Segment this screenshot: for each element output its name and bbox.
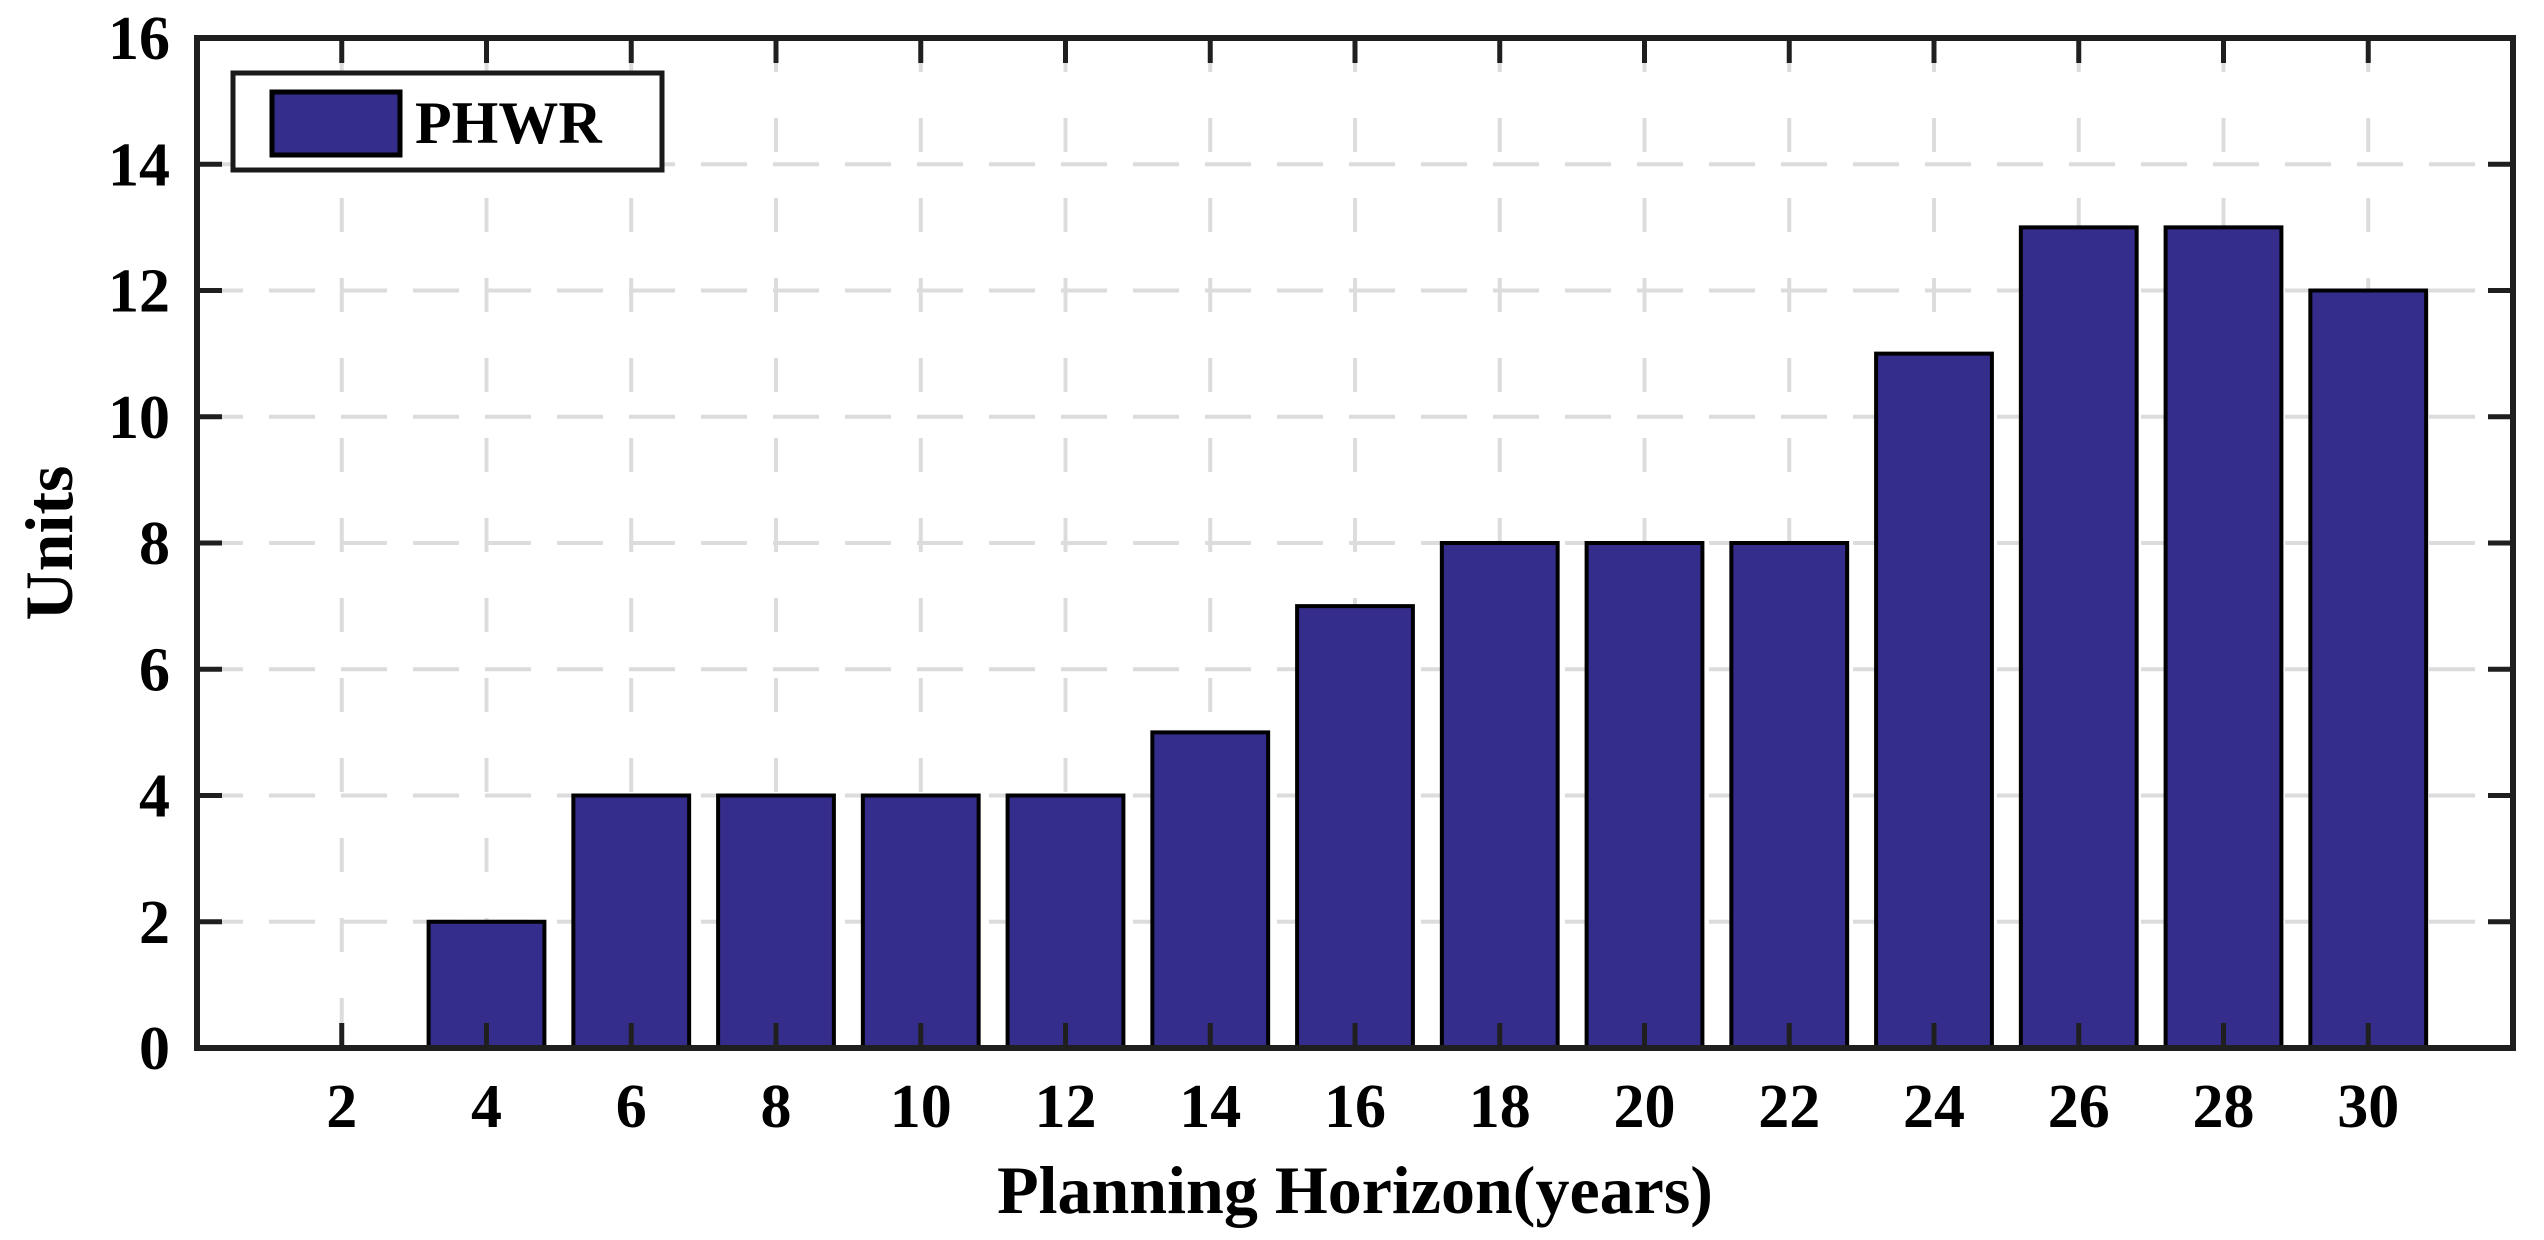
y-axis-label: Units bbox=[11, 466, 87, 621]
legend: PHWR bbox=[230, 70, 665, 173]
x-tick-label: 6 bbox=[616, 1073, 647, 1141]
x-tick-label: 20 bbox=[1614, 1073, 1676, 1141]
bar bbox=[1584, 541, 1705, 1050]
x-axis-label: Planning Horizon(years) bbox=[997, 1152, 1713, 1228]
y-tick-label: 16 bbox=[108, 5, 170, 73]
bar bbox=[1150, 730, 1271, 1050]
x-tick-label: 10 bbox=[890, 1073, 952, 1141]
y-tick-label: 0 bbox=[139, 1015, 170, 1083]
bar bbox=[571, 793, 692, 1050]
y-tick-label: 8 bbox=[139, 510, 170, 578]
x-tick-label: 12 bbox=[1035, 1073, 1097, 1141]
bar bbox=[860, 793, 981, 1050]
x-tick-label: 16 bbox=[1324, 1073, 1386, 1141]
bar bbox=[1439, 541, 1560, 1050]
bar bbox=[716, 793, 836, 1050]
y-tick-label: 10 bbox=[108, 384, 170, 452]
x-tick-label: 22 bbox=[1758, 1073, 1820, 1141]
y-tick-label: 2 bbox=[139, 889, 170, 957]
bar bbox=[1729, 541, 1850, 1050]
bar bbox=[1295, 604, 1415, 1050]
bar bbox=[1874, 351, 1994, 1050]
x-tick-label: 24 bbox=[1903, 1073, 1965, 1141]
x-tick-label: 2 bbox=[326, 1073, 357, 1141]
bar bbox=[2308, 288, 2429, 1050]
y-tick-label: 14 bbox=[108, 131, 170, 199]
bar bbox=[2163, 225, 2284, 1050]
bar bbox=[2018, 225, 2139, 1050]
y-tick-label: 6 bbox=[139, 636, 170, 704]
x-tick-label: 30 bbox=[2337, 1073, 2399, 1141]
legend-label: PHWR bbox=[415, 90, 602, 156]
y-tick-label: 4 bbox=[139, 763, 170, 831]
x-tick-label: 28 bbox=[2193, 1073, 2255, 1141]
x-tick-label: 26 bbox=[2048, 1073, 2110, 1141]
bar bbox=[1005, 793, 1126, 1050]
legend-swatch bbox=[269, 89, 403, 158]
x-tick-label: 8 bbox=[761, 1073, 792, 1141]
x-tick-label: 14 bbox=[1179, 1073, 1241, 1141]
x-tick-label: 18 bbox=[1469, 1073, 1531, 1141]
bars-layer bbox=[426, 225, 2429, 1050]
plot-border bbox=[194, 35, 2516, 1051]
x-tick-label: 4 bbox=[471, 1073, 502, 1141]
y-tick-label: 12 bbox=[108, 258, 170, 326]
